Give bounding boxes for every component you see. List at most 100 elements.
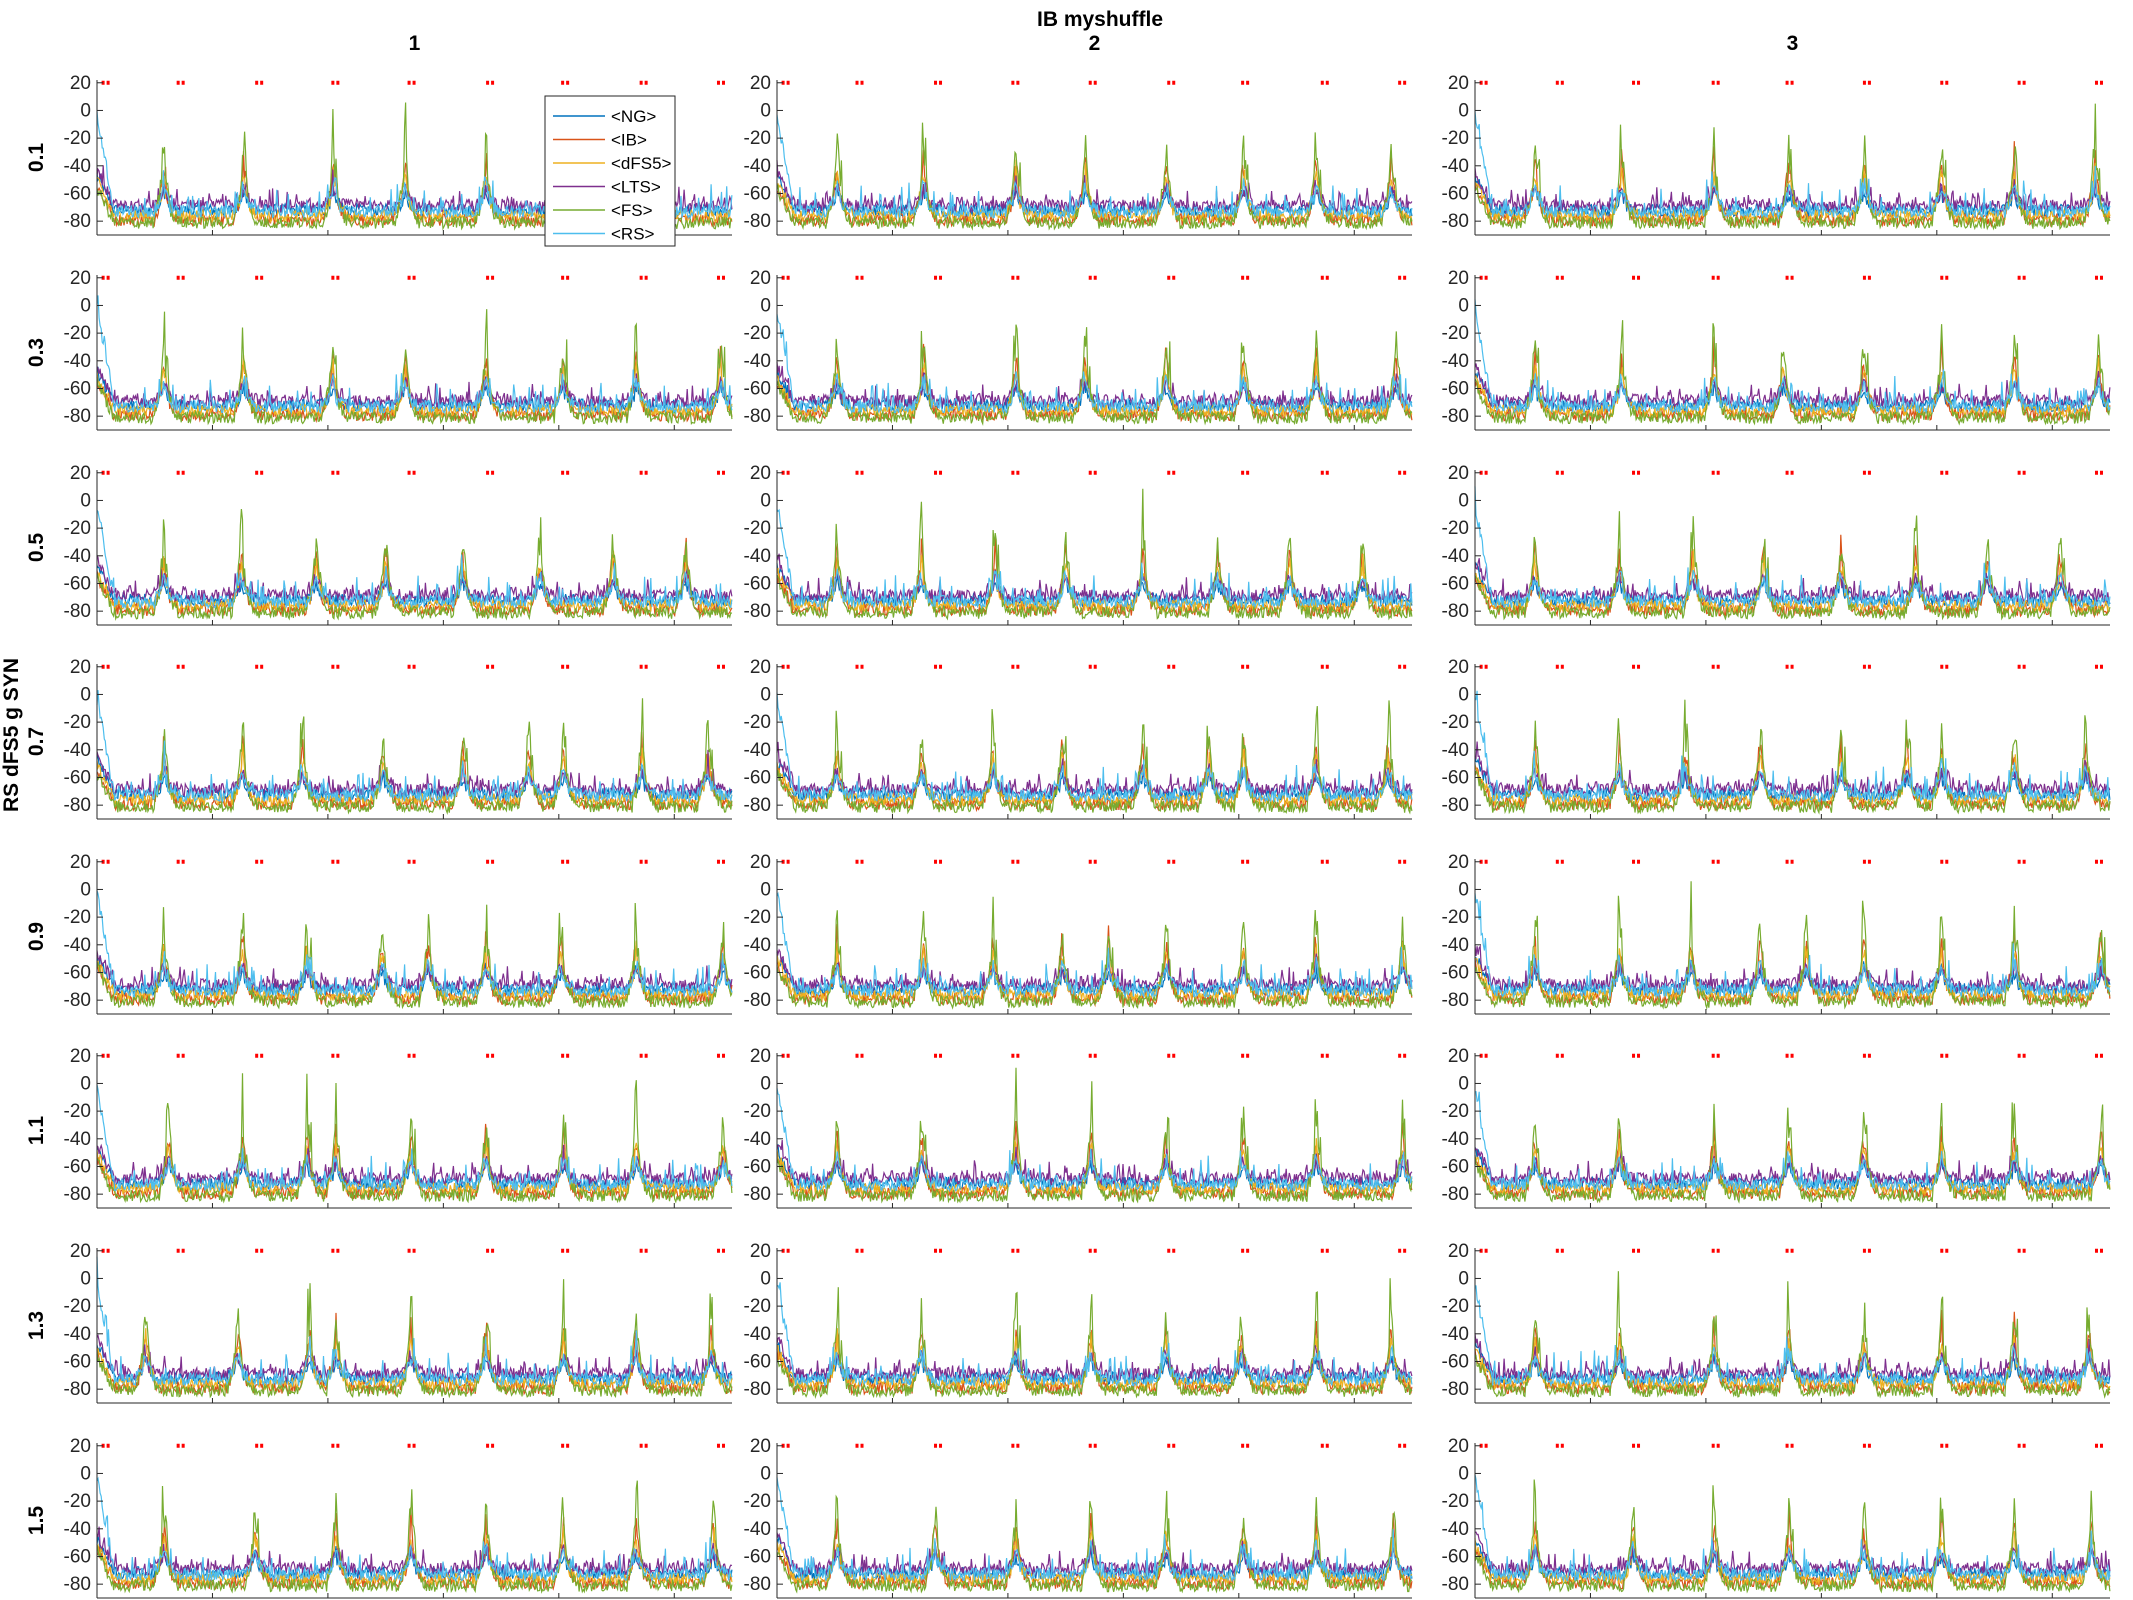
y-tick-label: -20: [64, 1101, 91, 1122]
y-tick-label: -20: [744, 1296, 771, 1317]
y-tick-label: -20: [1442, 1296, 1469, 1317]
trace-fs: [776, 1490, 1413, 1594]
trace-lts: [96, 950, 733, 994]
y-tick-label: -80: [744, 211, 771, 232]
y-tick-label: -40: [744, 351, 771, 372]
y-tick-label: -20: [1442, 128, 1469, 149]
y-tick-label: -40: [744, 1324, 771, 1345]
trace-rs: [776, 692, 1413, 804]
legend-label: <FS>: [611, 201, 653, 220]
y-tick-label: 0: [80, 1073, 91, 1094]
y-tick-label: 20: [1448, 1046, 1469, 1067]
panel-r5-c3: 20 0 -20 -40 -60 -80: [1442, 852, 2111, 1015]
row-label-0.7: 0.7: [25, 727, 48, 756]
y-tick-label: -60: [744, 183, 771, 204]
y-tick-label: -80: [64, 601, 91, 622]
trace-lts: [1474, 741, 2111, 799]
y-tick-label: -60: [64, 962, 91, 983]
y-tick-label: -40: [744, 1129, 771, 1150]
trace-fs: [96, 1480, 733, 1594]
legend-label: <NG>: [611, 107, 656, 126]
y-tick-label: -80: [1442, 795, 1469, 816]
trace-rs: [776, 1282, 1413, 1388]
panel-r2-c2: 20 0 -20 -40 -60 -80: [744, 268, 1413, 431]
y-tick-label: -20: [64, 1491, 91, 1512]
trace-fs: [1474, 320, 2111, 426]
trace-rs: [1474, 299, 2111, 415]
panel-r8-c3: 200-20-40-60-80010002000300040005000: [1442, 1436, 2111, 1599]
panel-r7-c1: 20 0 -20 -40 -60 -80 1.3: [25, 1241, 733, 1404]
y-tick-label: -60: [744, 1546, 771, 1567]
y-tick-label: -60: [1442, 183, 1469, 204]
y-tick-label: -20: [744, 907, 771, 928]
trace-fs: [1474, 1102, 2111, 1204]
trace-rs: [776, 114, 1413, 220]
y-tick-label: -20: [64, 128, 91, 149]
y-tick-label: -40: [1442, 156, 1469, 177]
panel-r6-c3: 20 0 -20 -40 -60 -80: [1442, 1046, 2111, 1209]
trace-rs: [776, 1087, 1413, 1193]
y-tick-label: -80: [64, 795, 91, 816]
y-tick-label: -20: [1442, 907, 1469, 928]
y-tick-label: 20: [1448, 463, 1469, 484]
y-tick-label: 0: [80, 295, 91, 316]
panel-r6-c2: 20 0 -20 -40 -60 -80: [744, 1046, 1413, 1209]
y-tick-label: -20: [1442, 1101, 1469, 1122]
legend-box: [544, 95, 676, 247]
y-tick-label: -80: [64, 211, 91, 232]
y-tick-label: -40: [64, 546, 91, 567]
y-tick-label: 0: [1458, 684, 1469, 705]
y-tick-label: -40: [1442, 1129, 1469, 1150]
y-tick-label: -40: [64, 935, 91, 956]
y-tick-label: -80: [1442, 601, 1469, 622]
legend-label: <IB>: [611, 131, 647, 150]
y-tick-label: -80: [744, 406, 771, 427]
y-tick-label: -40: [64, 156, 91, 177]
trace-fs: [776, 324, 1413, 426]
trace-dfs5: [1474, 549, 2111, 614]
legend-label: <dFS5>: [611, 154, 672, 173]
y-tick-label: 0: [760, 1268, 771, 1289]
y-tick-label: -60: [64, 1546, 91, 1567]
y-tick-label: 0: [1458, 1073, 1469, 1094]
trace-fs: [96, 902, 733, 1010]
trace-fs: [1474, 511, 2111, 621]
trace-dfs5: [96, 743, 733, 809]
legend-label: <RS>: [611, 225, 655, 244]
y-tick-label: -40: [1442, 1519, 1469, 1540]
y-tick-label: -60: [1442, 962, 1469, 983]
y-tick-label: -80: [64, 1184, 91, 1205]
y-tick-label: 0: [80, 490, 91, 511]
y-tick-label: -60: [1442, 573, 1469, 594]
trace-dfs5: [1474, 1530, 2111, 1587]
trace-rs: [1474, 111, 2111, 220]
trace-fs: [96, 309, 733, 426]
trace-rs: [776, 314, 1413, 415]
y-tick-label: -60: [1442, 378, 1469, 399]
trace-rs: [96, 295, 733, 415]
trace-rs: [1474, 486, 2111, 610]
y-tick-label: 20: [70, 268, 91, 289]
y-tick-label: -60: [64, 378, 91, 399]
trace-fs: [776, 1067, 1413, 1204]
y-tick-label: -20: [64, 323, 91, 344]
y-tick-label: -80: [64, 1574, 91, 1595]
y-tick-label: -20: [744, 712, 771, 733]
trace-rs: [96, 690, 733, 804]
y-tick-label: 0: [80, 684, 91, 705]
y-tick-label: -40: [1442, 351, 1469, 372]
y-tick-label: 20: [1448, 73, 1469, 94]
column-label-2: 2: [1089, 32, 1101, 55]
legend-entry: <dFS5>: [553, 154, 672, 173]
y-tick-label: -60: [1442, 1156, 1469, 1177]
trace-fs: [1474, 1479, 2111, 1594]
y-tick-label: 0: [1458, 1463, 1469, 1484]
trace-dfs5: [776, 553, 1413, 614]
row-label-1.3: 1.3: [25, 1311, 48, 1340]
y-tick-label: -80: [1442, 1574, 1469, 1595]
y-tick-label: 20: [750, 1241, 771, 1262]
y-tick-label: -60: [1442, 1351, 1469, 1372]
panel-r2-c1: 20 0 -20 -40 -60 -80 0.3: [25, 268, 733, 431]
y-tick-label: 0: [1458, 100, 1469, 121]
y-tick-label: -20: [744, 1491, 771, 1512]
